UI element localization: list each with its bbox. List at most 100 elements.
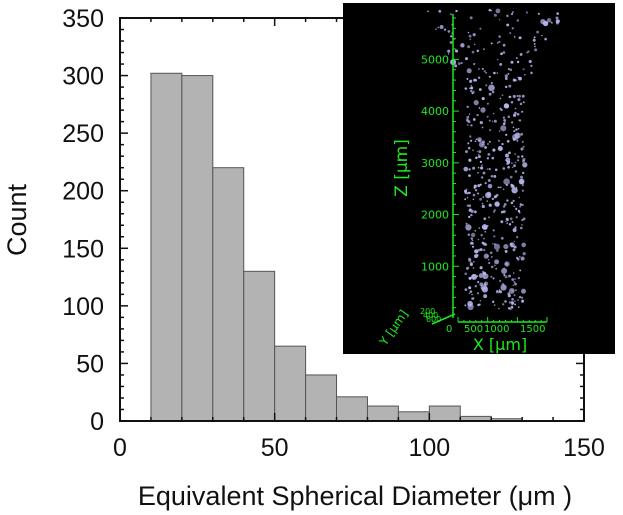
inset-particle (471, 245, 475, 248)
inset-particle (464, 288, 468, 291)
inset-particle (527, 50, 530, 53)
histogram-bar (274, 345, 307, 422)
inset-particle (466, 105, 469, 109)
inset-particle (522, 157, 526, 162)
inset-particle (469, 290, 473, 293)
inset-particle (493, 71, 496, 75)
inset-particle (485, 192, 492, 199)
inset-particle (499, 279, 502, 283)
inset-particle (511, 166, 514, 169)
inset-particle (477, 192, 480, 195)
inset-particle (479, 282, 484, 287)
inset-particle (522, 145, 525, 148)
inset-particle (467, 120, 471, 124)
inset-particle (464, 198, 467, 201)
inset-particle (468, 34, 472, 38)
inset-particle (489, 251, 493, 255)
inset-particle (516, 256, 519, 260)
inset-particle (498, 40, 501, 44)
inset-particle (514, 153, 516, 155)
inset-particle (468, 158, 472, 162)
inset-particle (469, 79, 472, 83)
inset-particle (492, 112, 495, 115)
histogram-bar (305, 374, 338, 422)
inset-particle (488, 203, 492, 207)
inset-particle (546, 18, 552, 23)
inset-particle (520, 256, 525, 261)
inset-particle (511, 220, 514, 224)
inset-particle (472, 267, 475, 269)
inset-particle (477, 166, 480, 169)
inset-particle (460, 43, 465, 48)
inset-particle (479, 197, 483, 201)
inset-z-tick-label: 1000 (421, 260, 449, 273)
inset-particle (515, 216, 518, 219)
inset-particle (498, 130, 501, 132)
inset-particle (467, 31, 470, 34)
y-tick-label: 250 (62, 120, 104, 148)
inset-particle (481, 204, 485, 209)
y-tick-label: 0 (90, 408, 104, 436)
inset-z-tick-label: 5000 (421, 53, 449, 66)
inset-particle (455, 9, 458, 13)
inset-particle (505, 262, 508, 266)
inset-particle (479, 160, 483, 164)
inset-particle (500, 125, 507, 132)
inset-particle (507, 67, 510, 71)
inset-particle (511, 184, 515, 188)
inset-particle (511, 162, 513, 164)
inset-particle (483, 217, 487, 221)
inset-particle (466, 124, 469, 126)
inset-particle (502, 116, 506, 119)
inset-particle (474, 79, 477, 82)
inset-particle (502, 188, 505, 191)
inset-particle (468, 168, 471, 171)
inset-particle (517, 98, 521, 102)
inset-particle (512, 284, 515, 286)
inset-particle (509, 32, 512, 35)
inset-particle (513, 36, 516, 38)
inset-particle (512, 133, 519, 141)
inset-particle (516, 95, 519, 97)
inset-particle (472, 149, 474, 152)
inset-particle (479, 121, 483, 125)
inset-particle (467, 45, 471, 49)
inset-particle (508, 301, 511, 304)
inset-particle (504, 300, 507, 303)
inset-particle (518, 36, 522, 40)
inset-particle (518, 196, 521, 199)
inset-particle (488, 216, 490, 219)
inset-particle (532, 38, 536, 42)
inset-particle (470, 139, 473, 142)
inset-particle (474, 230, 477, 232)
inset-particle (512, 78, 516, 82)
inset-particle (504, 121, 506, 123)
inset-particle (497, 139, 501, 142)
inset-particle (474, 140, 477, 143)
inset-particle (469, 135, 472, 138)
inset-particle (480, 164, 483, 167)
inset-particle (478, 141, 485, 148)
y-axis-title: Count (2, 183, 32, 256)
inset-particle (447, 30, 451, 33)
histogram-bar (243, 270, 276, 422)
inset-particle (504, 85, 508, 89)
inset-particle (500, 210, 504, 214)
inset-particle (487, 152, 491, 156)
y-tick-label: 350 (62, 5, 104, 33)
inset-particle (477, 280, 480, 284)
inset-particle (474, 210, 477, 214)
inset-particle (470, 213, 473, 217)
inset-particle (513, 205, 516, 208)
inset-particle (486, 115, 489, 118)
inset-particle (468, 204, 472, 208)
inset-particle (481, 176, 484, 179)
inset-particle (481, 97, 485, 101)
inset-particle (466, 116, 470, 120)
inset-particle (519, 203, 523, 206)
inset-particle (504, 153, 510, 158)
inset-particle (485, 84, 488, 87)
inset-particle-cloud (427, 8, 560, 311)
inset-particle (514, 300, 516, 302)
